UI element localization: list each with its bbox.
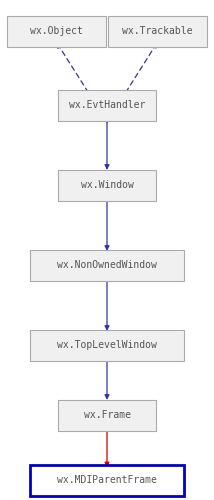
Text: wx.Object: wx.Object [30, 26, 83, 36]
Text: wx.TopLevelWindow: wx.TopLevelWindow [57, 340, 157, 350]
Text: wx.EvtHandler: wx.EvtHandler [69, 100, 145, 110]
FancyBboxPatch shape [30, 330, 184, 360]
Text: wx.Frame: wx.Frame [83, 410, 131, 420]
FancyBboxPatch shape [30, 464, 184, 496]
Text: wx.Window: wx.Window [80, 180, 134, 190]
FancyBboxPatch shape [58, 400, 156, 430]
Text: wx.NonOwnedWindow: wx.NonOwnedWindow [57, 260, 157, 270]
FancyBboxPatch shape [30, 250, 184, 280]
FancyBboxPatch shape [7, 16, 106, 46]
Text: wx.MDIParentFrame: wx.MDIParentFrame [57, 475, 157, 485]
FancyBboxPatch shape [58, 90, 156, 120]
Text: wx.Trackable: wx.Trackable [122, 26, 193, 36]
FancyBboxPatch shape [108, 16, 207, 46]
FancyBboxPatch shape [58, 170, 156, 200]
